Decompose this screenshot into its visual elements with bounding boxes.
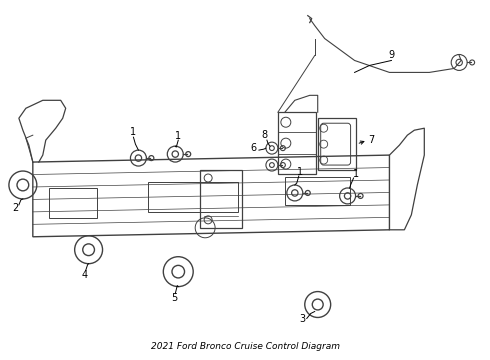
Bar: [278, 112, 316, 174]
Text: 1: 1: [297, 167, 303, 177]
Bar: [49, 188, 97, 218]
Text: 2021 Ford Bronco Cruise Control Diagram: 2021 Ford Bronco Cruise Control Diagram: [150, 342, 340, 351]
Text: 8: 8: [262, 130, 268, 140]
Text: 1: 1: [175, 131, 181, 141]
Bar: [200, 170, 242, 228]
Text: 1: 1: [352, 169, 359, 179]
Bar: [148, 182, 238, 212]
Text: 4: 4: [81, 270, 88, 280]
Bar: [318, 118, 356, 170]
Bar: [285, 177, 349, 205]
Text: 5: 5: [171, 293, 177, 302]
Text: 9: 9: [389, 50, 394, 60]
Text: 6: 6: [250, 143, 256, 153]
Text: 7: 7: [368, 135, 375, 145]
Text: 3: 3: [300, 314, 306, 324]
Text: 1: 1: [130, 127, 137, 137]
Text: 2: 2: [12, 203, 18, 213]
